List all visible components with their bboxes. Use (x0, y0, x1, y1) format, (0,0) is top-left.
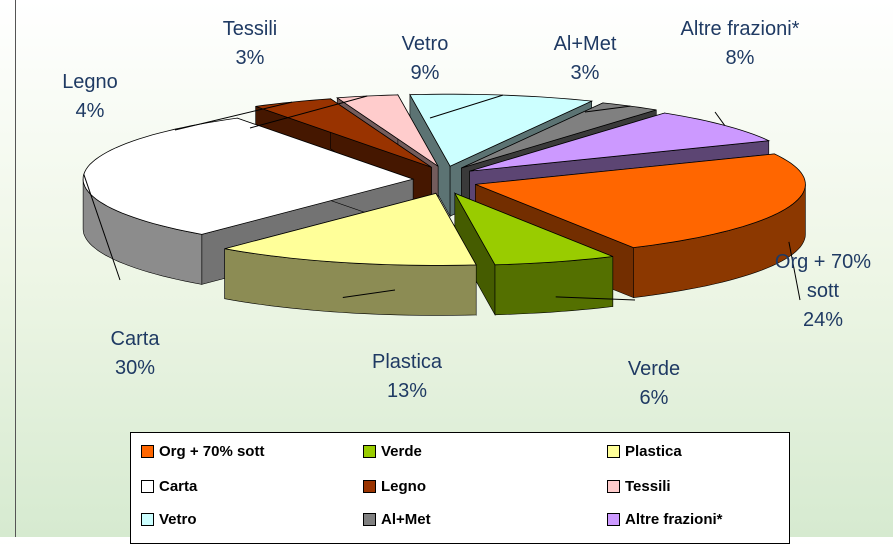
label-value: 4% (75, 100, 105, 122)
legend-item: Org + 70% sott (141, 443, 264, 460)
legend-swatch (141, 445, 154, 458)
legend-item: Altre frazioni* (607, 511, 723, 528)
leader-line (555, 296, 636, 301)
label-name: Carta (110, 328, 160, 350)
legend-label: Legno (381, 478, 426, 495)
legend-label: Plastica (625, 443, 682, 460)
slice (469, 112, 771, 172)
slice (475, 153, 806, 249)
data-label: Altre frazioni* 8% (680, 15, 800, 73)
legend-label: Vetro (159, 511, 197, 528)
legend-label: Tessili (625, 478, 671, 495)
legend-item: Vetro (141, 511, 197, 528)
leader-line (584, 105, 631, 113)
legend-item: Verde (363, 443, 422, 460)
chart (82, 93, 806, 317)
slice-wall (494, 256, 614, 316)
legend-swatch (141, 513, 154, 526)
label-value: 13% (386, 380, 428, 402)
legend-swatch (607, 445, 620, 458)
legend: Org + 70% sott Verde Plastica Carta Legno Tes… (130, 432, 790, 544)
slice (224, 192, 477, 266)
label-name: Plastica (371, 351, 443, 373)
data-label: Legno 4% (30, 68, 150, 126)
leader-line (714, 111, 726, 126)
label-value: 3% (570, 62, 600, 84)
legend-label: Altre frazioni* (625, 511, 723, 528)
legend-label: Org + 70% sott (159, 443, 265, 460)
data-label: Al+Met 3% (525, 30, 645, 88)
legend-item: Tessili (607, 478, 671, 495)
legend-label: Verde (381, 443, 422, 460)
leader-line (342, 289, 396, 298)
label-value: 30% (114, 357, 156, 379)
data-label: Tessili 3% (190, 15, 310, 73)
label-name: Vetro (401, 33, 449, 55)
leader-line (429, 94, 504, 119)
label-value: 6% (639, 387, 669, 409)
leader-line (249, 95, 368, 129)
legend-item: Carta (141, 478, 197, 495)
label-value: 24% (802, 309, 844, 331)
label-name: Legno (62, 71, 118, 93)
legend-swatch (363, 513, 376, 526)
label-name: Verde (627, 358, 681, 380)
label-name: Al+Met (553, 33, 617, 55)
legend-swatch (363, 480, 376, 493)
legend-label: Al+Met (381, 511, 431, 528)
legend-swatch (363, 445, 376, 458)
legend-item: Legno (363, 478, 426, 495)
label-name: Tessili (222, 18, 278, 40)
label-name: Org + 70% sott (774, 251, 872, 302)
legend-swatch (607, 513, 620, 526)
data-label: Verde 6% (594, 355, 714, 413)
frame (15, 0, 16, 537)
legend-swatch (607, 480, 620, 493)
leader-line (83, 174, 121, 281)
legend-label: Carta (159, 478, 198, 495)
leader-line (788, 241, 801, 301)
label-value: 3% (235, 47, 265, 69)
data-label: Carta 30% (75, 325, 195, 383)
slice (453, 192, 613, 266)
label-name: Altre frazioni* (680, 18, 800, 40)
data-label: Plastica 13% (347, 348, 467, 406)
legend-swatch (141, 480, 154, 493)
data-label: Vetro 9% (365, 30, 485, 88)
label-value: 8% (725, 47, 755, 69)
legend-item: Al+Met (363, 511, 431, 528)
data-label: Org + 70% sott 24% (763, 248, 883, 335)
legend-item: Plastica (607, 443, 682, 460)
label-value: 9% (410, 62, 440, 84)
leader-line (174, 101, 293, 131)
